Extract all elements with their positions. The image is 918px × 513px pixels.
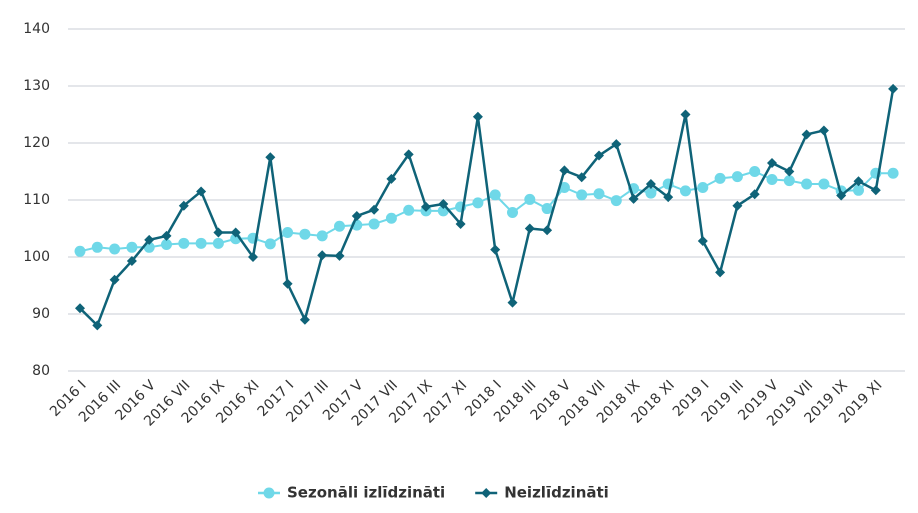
point (697, 181, 709, 193)
point (230, 227, 241, 238)
point (126, 255, 137, 266)
point (351, 210, 362, 221)
point (749, 166, 761, 177)
point (368, 218, 380, 230)
point (161, 238, 172, 250)
point (507, 297, 518, 308)
y-tick-label: 140 (23, 21, 50, 37)
point (610, 195, 622, 207)
point (316, 230, 328, 242)
point (126, 241, 138, 253)
point (801, 178, 813, 190)
y-tick-label: 110 (23, 192, 50, 208)
point (507, 207, 518, 219)
point (264, 238, 276, 250)
point (421, 201, 431, 212)
point (731, 171, 743, 183)
point (888, 83, 899, 94)
point (628, 193, 639, 204)
point (645, 187, 657, 199)
legend-label: Neizlīdzināti (504, 484, 609, 502)
point (144, 234, 155, 245)
point (715, 267, 726, 278)
point (109, 243, 121, 255)
point (109, 274, 120, 285)
point (818, 178, 830, 190)
point (558, 181, 570, 193)
point (836, 190, 847, 201)
point (714, 172, 726, 184)
point (472, 197, 484, 209)
point (784, 166, 795, 177)
point (489, 189, 501, 201)
point (611, 139, 622, 150)
point (542, 225, 553, 236)
y-tick-label: 130 (23, 78, 50, 94)
y-tick-label: 80 (32, 363, 50, 379)
point (490, 244, 501, 255)
point (455, 218, 466, 229)
point (196, 186, 207, 197)
point (645, 179, 656, 190)
point (248, 252, 258, 262)
point (212, 237, 224, 249)
point (853, 184, 864, 196)
point (783, 175, 795, 187)
point (403, 204, 415, 216)
point (481, 488, 492, 498)
point (178, 200, 189, 211)
point (680, 185, 691, 197)
point (282, 226, 294, 238)
point (680, 109, 691, 120)
point (524, 223, 535, 234)
point (576, 172, 587, 183)
point (732, 200, 743, 211)
point (576, 189, 588, 201)
point (887, 167, 899, 179)
point (853, 176, 864, 187)
point (697, 236, 708, 247)
y-tick-label: 120 (23, 135, 50, 151)
y-tick-label: 100 (23, 249, 50, 265)
point (403, 149, 414, 160)
series-line (79, 88, 895, 328)
point (75, 303, 85, 314)
point (334, 250, 345, 261)
point (74, 245, 86, 257)
point (386, 173, 397, 184)
point (299, 228, 311, 240)
point (818, 125, 829, 136)
point (317, 250, 328, 261)
point (524, 193, 536, 205)
point (195, 237, 207, 249)
point (766, 173, 778, 185)
point (263, 487, 275, 499)
point (472, 111, 483, 122)
point (369, 204, 380, 215)
point (438, 198, 449, 209)
point (92, 320, 103, 331)
point (282, 278, 293, 289)
point (385, 212, 397, 224)
point (334, 220, 345, 232)
point (265, 152, 276, 163)
point (178, 237, 190, 249)
point (161, 230, 172, 241)
point (593, 188, 605, 200)
point (213, 227, 224, 238)
legend-label: Sezonāli izlīdzināti (287, 484, 445, 502)
point (663, 192, 674, 203)
point (559, 165, 570, 176)
point (749, 189, 760, 200)
point (870, 185, 881, 196)
point (801, 129, 812, 140)
point (91, 241, 103, 253)
point (541, 203, 553, 215)
point (767, 157, 777, 168)
point (594, 150, 604, 161)
y-tick-label: 90 (32, 306, 50, 322)
point (299, 314, 310, 325)
